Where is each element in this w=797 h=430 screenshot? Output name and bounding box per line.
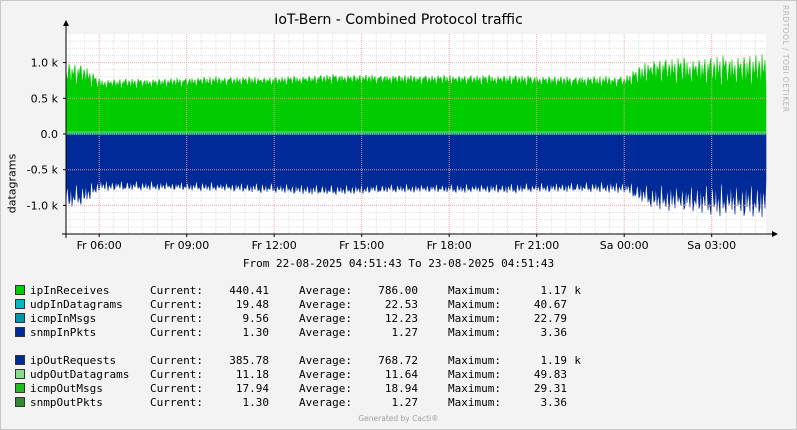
legend-maximum-label: Maximum: xyxy=(448,284,501,297)
legend-series-name: snmpInPkts xyxy=(30,326,97,339)
legend-current-value: 11.18 xyxy=(235,368,269,381)
legend-row: ipOutRequests Current: 385.78 Average: 768.7… xyxy=(15,354,581,368)
legend-current-label: Current: xyxy=(150,298,203,311)
legend-average-label: Average: xyxy=(299,382,352,395)
x-tick-label: Fr 15:00 xyxy=(339,239,384,252)
legend-current-value: 9.56 xyxy=(242,312,270,325)
legend-current-label: Current: xyxy=(150,396,203,409)
legend-swatch xyxy=(15,327,25,337)
legend-maximum-unit: k xyxy=(574,354,581,367)
legend-maximum-value: 3.36 xyxy=(540,396,568,409)
y-tick-label: 1.0 k xyxy=(31,57,59,70)
legend-maximum-value: 29.31 xyxy=(533,382,567,395)
x-tick-label: Fr 09:00 xyxy=(164,239,209,252)
legend-row: snmpInPkts Current: 1.30 Average: 1.27 Maximu… xyxy=(15,326,581,340)
legend-maximum-label: Maximum: xyxy=(448,396,501,409)
chart-plot: 1.0 k 0.5 k 0.0 -0.5 k -1.0 k Fr 06:00 Fr 09:0… xyxy=(27,20,778,252)
legend-maximum-value: 1.17 xyxy=(540,284,568,297)
legend-maximum-label: Maximum: xyxy=(448,354,501,367)
legend-average-label: Average: xyxy=(299,298,352,311)
legend-current-label: Current: xyxy=(150,354,203,367)
legend-row: snmpOutPkts Current: 1.30 Average: 1.27 Maxim… xyxy=(15,396,581,410)
legend-swatch xyxy=(15,285,25,295)
legend-series-name: ipOutRequests xyxy=(30,354,117,367)
legend-maximum-label: Maximum: xyxy=(448,298,501,311)
legend-maximum-label: Maximum: xyxy=(448,326,501,339)
legend: ipInReceives Current: 440.41 Average: 786.00… xyxy=(15,284,581,410)
legend-current-value: 17.94 xyxy=(235,382,269,395)
legend-swatch xyxy=(15,397,25,407)
legend-series-name: icmpInMsgs xyxy=(30,312,97,325)
y-tick-label: -0.5 k xyxy=(27,164,59,177)
x-tick-label: Sa 00:00 xyxy=(600,239,649,252)
legend-current-label: Current: xyxy=(150,284,203,297)
legend-swatch xyxy=(15,383,25,393)
legend-maximum-label: Maximum: xyxy=(448,368,501,381)
legend-row: icmpInMsgs Current: 9.56 Average: 12.23 Maxim… xyxy=(15,312,581,326)
legend-maximum-value: 22.79 xyxy=(533,312,567,325)
series-area-out xyxy=(65,133,767,218)
legend-row: udpOutDatagrams Current: 11.18 Average: 11.6… xyxy=(15,368,581,382)
legend-average-label: Average: xyxy=(299,312,352,325)
legend-series-name: ipInReceives xyxy=(30,284,110,297)
x-tick-label: Sa 03:00 xyxy=(687,239,736,252)
legend-maximum-value: 3.36 xyxy=(540,326,568,339)
legend-average-value: 786.00 xyxy=(378,284,418,297)
legend-current-label: Current: xyxy=(150,326,203,339)
y-tick-label: 0.5 k xyxy=(31,92,59,105)
rrdtool-watermark: RRDTOOL / TOBI OETIKER xyxy=(781,5,790,113)
legend-average-value: 11.64 xyxy=(384,368,418,381)
legend-average-label: Average: xyxy=(299,284,352,297)
legend-current-value: 1.30 xyxy=(242,396,270,409)
legend-row: ipInReceives Current: 440.41 Average: 786.00… xyxy=(15,284,581,298)
legend-average-label: Average: xyxy=(299,368,352,381)
legend-current-value: 440.41 xyxy=(229,284,269,297)
legend-average-label: Average: xyxy=(299,326,352,339)
legend-maximum-label: Maximum: xyxy=(448,312,501,325)
legend-current-value: 385.78 xyxy=(229,354,269,367)
legend-average-value: 12.23 xyxy=(384,312,418,325)
legend-series-name: udpOutDatagrams xyxy=(30,368,130,381)
legend-current-label: Current: xyxy=(150,312,203,325)
y-tick-label: 0.0 xyxy=(41,128,59,141)
legend-average-value: 768.72 xyxy=(378,354,418,367)
legend-row: icmpOutMsgs Current: 17.94 Average: 18.94 Max… xyxy=(15,382,581,396)
legend-swatch xyxy=(15,369,25,379)
x-tick-label: Fr 21:00 xyxy=(514,239,559,252)
legend-maximum-value: 1.19 xyxy=(540,354,568,367)
x-tick-label: Fr 06:00 xyxy=(77,239,122,252)
legend-average-value: 1.27 xyxy=(391,396,419,409)
series-band-small xyxy=(66,131,766,134)
time-range: From 22-08-2025 04:51:43 To 23-08-2025 0… xyxy=(242,257,555,270)
legend-series-name: snmpOutPkts xyxy=(30,396,103,409)
legend-average-label: Average: xyxy=(299,354,352,367)
legend-gap xyxy=(15,340,581,354)
legend-current-value: 19.48 xyxy=(235,298,269,311)
x-tick-label: Fr 12:00 xyxy=(252,239,297,252)
legend-average-value: 22.53 xyxy=(384,298,418,311)
legend-row: udpInDatagrams Current: 19.48 Average: 22.53… xyxy=(15,298,581,312)
legend-swatch xyxy=(15,313,25,323)
x-axis-arrow xyxy=(772,231,778,237)
y-axis-arrow xyxy=(63,20,69,26)
legend-current-label: Current: xyxy=(150,368,203,381)
legend-current-label: Current: xyxy=(150,382,203,395)
legend-current-value: 1.30 xyxy=(242,326,270,339)
legend-average-value: 1.27 xyxy=(391,326,419,339)
legend-average-value: 18.94 xyxy=(384,382,418,395)
generated-by: Generated by Cacti® xyxy=(358,414,439,423)
chart-title: IoT-Bern - Combined Protocol traffic xyxy=(274,12,523,28)
legend-maximum-value: 40.67 xyxy=(533,298,567,311)
legend-average-label: Average: xyxy=(299,396,352,409)
legend-series-name: icmpOutMsgs xyxy=(30,382,103,395)
legend-maximum-label: Maximum: xyxy=(448,382,501,395)
series-area-in xyxy=(65,54,767,135)
x-tick-label: Fr 18:00 xyxy=(427,239,472,252)
legend-maximum-value: 49.83 xyxy=(533,368,567,381)
legend-maximum-unit: k xyxy=(574,284,581,297)
y-tick-label: -1.0 k xyxy=(27,199,59,212)
legend-swatch xyxy=(15,355,25,365)
legend-series-name: udpInDatagrams xyxy=(30,298,123,311)
legend-swatch xyxy=(15,299,25,309)
